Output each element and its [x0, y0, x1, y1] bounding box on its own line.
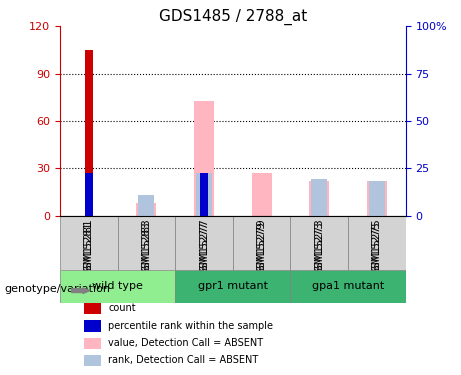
Bar	[84, 303, 101, 314]
Text: wild type: wild type	[92, 281, 143, 291]
Bar	[138, 195, 154, 216]
Bar	[85, 173, 93, 216]
Bar	[200, 173, 208, 216]
Text: GSM15279: GSM15279	[257, 219, 266, 275]
Text: rank, Detection Call = ABSENT: rank, Detection Call = ABSENT	[108, 356, 259, 365]
Text: GSM15277: GSM15277	[199, 219, 209, 275]
FancyBboxPatch shape	[175, 270, 290, 303]
Bar	[136, 203, 156, 216]
Text: GSM15275: GSM15275	[372, 221, 382, 278]
Bar	[194, 100, 214, 216]
FancyBboxPatch shape	[118, 216, 175, 270]
Bar	[369, 181, 385, 216]
Text: GSM15281: GSM15281	[84, 219, 94, 275]
Text: GSM15283: GSM15283	[142, 221, 151, 278]
Text: GSM15279: GSM15279	[257, 221, 266, 278]
Text: gpr1 mutant: gpr1 mutant	[198, 281, 268, 291]
FancyBboxPatch shape	[60, 270, 175, 303]
FancyBboxPatch shape	[60, 216, 118, 270]
Text: GSM15273: GSM15273	[314, 221, 324, 278]
Text: genotype/variation: genotype/variation	[5, 284, 111, 294]
Bar	[196, 173, 212, 216]
Text: GSM15275: GSM15275	[372, 219, 382, 275]
Text: percentile rank within the sample: percentile rank within the sample	[108, 321, 273, 331]
FancyBboxPatch shape	[175, 216, 233, 270]
Text: count: count	[108, 303, 136, 313]
Text: gpa1 mutant: gpa1 mutant	[312, 281, 384, 291]
Bar	[367, 181, 387, 216]
FancyBboxPatch shape	[290, 216, 348, 270]
FancyBboxPatch shape	[290, 270, 406, 303]
Bar	[252, 173, 272, 216]
Bar	[84, 354, 101, 366]
Bar	[84, 338, 101, 349]
Text: value, Detection Call = ABSENT: value, Detection Call = ABSENT	[108, 339, 263, 348]
Title: GDS1485 / 2788_at: GDS1485 / 2788_at	[159, 9, 307, 25]
Bar	[309, 181, 329, 216]
Bar	[85, 50, 93, 216]
Bar	[311, 180, 327, 216]
Text: GSM15273: GSM15273	[314, 219, 324, 275]
Text: GSM15277: GSM15277	[199, 221, 209, 278]
FancyBboxPatch shape	[233, 216, 290, 270]
Text: GSM15283: GSM15283	[142, 219, 151, 275]
Text: GSM15281: GSM15281	[84, 221, 94, 278]
Bar	[84, 320, 101, 332]
FancyBboxPatch shape	[348, 216, 406, 270]
